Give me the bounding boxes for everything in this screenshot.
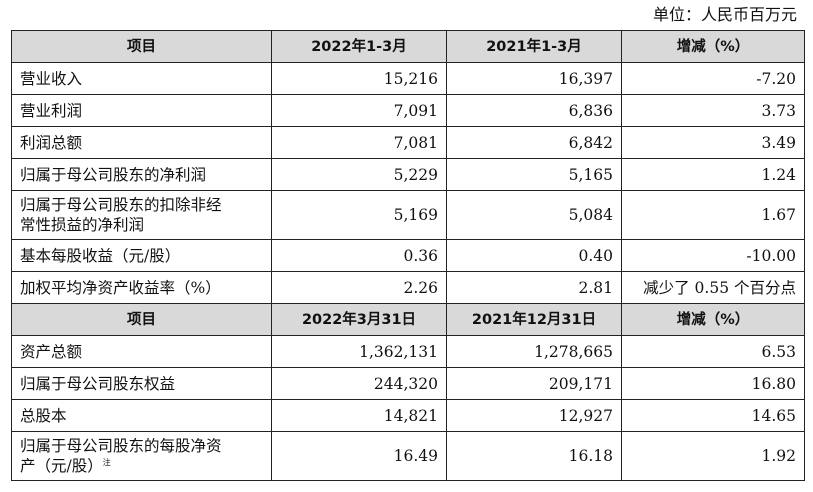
change-value: 6.53: [621, 335, 805, 368]
table-row: 利润总额 7,081 6,842 3.49: [11, 126, 805, 159]
table-row: 基本每股收益（元/股） 0.36 0.40 -10.00: [11, 239, 805, 272]
previous-value: 1,278,665: [446, 335, 622, 368]
change-value: 1.24: [621, 158, 805, 191]
row-label-line2: 常性损益的净利润: [20, 216, 145, 234]
previous-value: 0.40: [446, 239, 622, 272]
change-value: -10.00: [621, 239, 805, 272]
current-value: 244,320: [271, 367, 447, 400]
row-label: 归属于母公司股东的净利润: [11, 158, 272, 191]
current-value: 1,362,131: [271, 335, 447, 368]
section1-header-row: 项目 2022年1-3月 2021年1-3月 增减（%）: [11, 30, 805, 63]
header-previous-period: 2021年1-3月: [446, 30, 622, 63]
section2-header-row: 项目 2022年3月31日 2021年12月31日 增减（%）: [11, 303, 805, 336]
row-label-line1: 归属于母公司股东的每股净资: [20, 437, 222, 455]
current-value: 15,216: [271, 62, 447, 95]
table-row: 归属于母公司股东权益 244,320 209,171 16.80: [11, 367, 805, 400]
row-label: 归属于母公司股东的每股净资 产（元/股）注: [11, 431, 272, 481]
row-label: 总股本: [11, 399, 272, 432]
table-row: 资产总额 1,362,131 1,278,665 6.53: [11, 335, 805, 368]
row-label: 利润总额: [11, 126, 272, 159]
row-label: 资产总额: [11, 335, 272, 368]
current-value: 16.49: [271, 431, 447, 481]
row-label: 加权平均净资产收益率（%）: [11, 271, 272, 304]
change-value: 减少了 0.55 个百分点: [621, 271, 805, 304]
current-value: 5,229: [271, 158, 447, 191]
row-label: 归属于母公司股东的扣除非经 常性损益的净利润: [11, 190, 272, 240]
header-previous-date: 2021年12月31日: [446, 303, 622, 336]
previous-value: 12,927: [446, 399, 622, 432]
previous-value: 2.81: [446, 271, 622, 304]
table-row: 营业收入 15,216 16,397 -7.20: [11, 62, 805, 95]
row-label: 营业收入: [11, 62, 272, 95]
row-label-line2: 产（元/股）: [20, 457, 103, 475]
previous-value: 16,397: [446, 62, 622, 95]
header-current-period: 2022年1-3月: [271, 30, 447, 63]
header-item: 项目: [11, 30, 272, 63]
footnote-marker: 注: [102, 457, 111, 467]
table-row: 归属于母公司股东的每股净资 产（元/股）注 16.49 16.18 1.92: [11, 431, 805, 481]
row-label-line1: 归属于母公司股东的扣除非经: [20, 196, 222, 214]
change-value: -7.20: [621, 62, 805, 95]
header-item: 项目: [11, 303, 272, 336]
current-value: 7,091: [271, 94, 447, 127]
table-row: 归属于母公司股东的扣除非经 常性损益的净利润 5,169 5,084 1.67: [11, 190, 805, 240]
table-row: 营业利润 7,091 6,836 3.73: [11, 94, 805, 127]
header-change: 增减（%）: [621, 30, 805, 63]
previous-value: 5,165: [446, 158, 622, 191]
change-value: 16.80: [621, 367, 805, 400]
previous-value: 6,836: [446, 94, 622, 127]
change-value: 14.65: [621, 399, 805, 432]
row-label: 营业利润: [11, 94, 272, 127]
table-row: 归属于母公司股东的净利润 5,229 5,165 1.24: [11, 158, 805, 191]
current-value: 7,081: [271, 126, 447, 159]
row-label: 归属于母公司股东权益: [11, 367, 272, 400]
change-value: 1.67: [621, 190, 805, 240]
change-value: 1.92: [621, 431, 805, 481]
current-value: 14,821: [271, 399, 447, 432]
table-row: 加权平均净资产收益率（%） 2.26 2.81 减少了 0.55 个百分点: [11, 271, 805, 304]
change-value: 3.73: [621, 94, 805, 127]
previous-value: 209,171: [446, 367, 622, 400]
header-current-date: 2022年3月31日: [271, 303, 447, 336]
previous-value: 6,842: [446, 126, 622, 159]
current-value: 0.36: [271, 239, 447, 272]
header-change: 增减（%）: [621, 303, 805, 336]
previous-value: 5,084: [446, 190, 622, 240]
row-label: 基本每股收益（元/股）: [11, 239, 272, 272]
current-value: 2.26: [271, 271, 447, 304]
financial-summary-table: 项目 2022年1-3月 2021年1-3月 增减（%） 营业收入 15,216…: [11, 30, 805, 481]
current-value: 5,169: [271, 190, 447, 240]
unit-label: 单位：人民币百万元: [652, 5, 797, 24]
change-value: 3.49: [621, 126, 805, 159]
previous-value: 16.18: [446, 431, 622, 481]
table-row: 总股本 14,821 12,927 14.65: [11, 399, 805, 432]
